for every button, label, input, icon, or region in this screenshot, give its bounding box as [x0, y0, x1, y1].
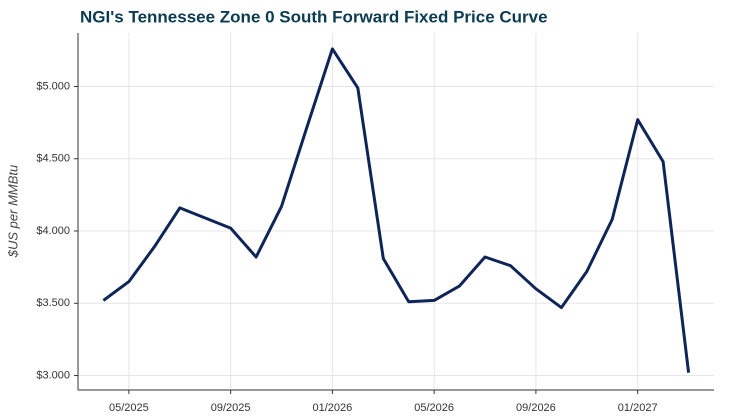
x-tick-label: 05/2025: [109, 402, 149, 414]
y-axis-label: $US per MMBtu: [5, 165, 20, 258]
y-tick-label: $4.500: [36, 153, 70, 165]
y-tick-label: $5.000: [36, 80, 70, 92]
y-tick-label: $3.500: [36, 297, 70, 309]
chart-title: NGI's Tennessee Zone 0 South Forward Fix…: [80, 7, 548, 26]
x-tick-label: 01/2026: [313, 402, 353, 414]
price-line: [102, 47, 691, 373]
x-tick-label: 09/2025: [211, 402, 251, 414]
x-tick-label: 01/2027: [618, 402, 658, 414]
x-tick-label: 05/2026: [414, 402, 454, 414]
x-tick-label: 09/2026: [516, 402, 556, 414]
y-tick-label: $4.000: [36, 225, 70, 237]
y-tick-label: $3.000: [36, 369, 70, 381]
